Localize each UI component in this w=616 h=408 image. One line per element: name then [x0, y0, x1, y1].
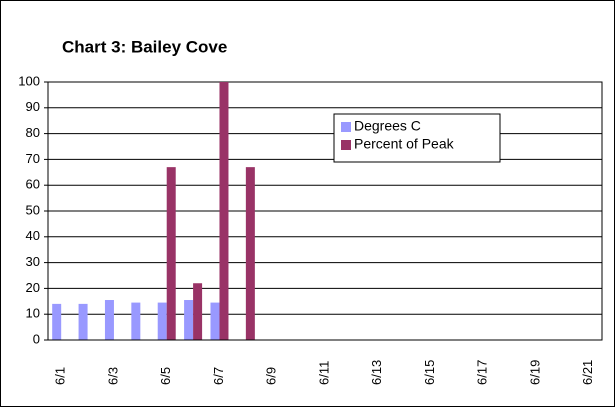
y-tick-label: 60: [26, 177, 40, 192]
x-tick-label: 6/13: [369, 360, 384, 385]
x-tick-label: 6/7: [211, 367, 226, 385]
y-tick-label: 90: [26, 99, 40, 114]
legend-swatch: [341, 122, 351, 132]
bar: [78, 303, 88, 340]
y-tick-label: 50: [26, 202, 40, 217]
bar: [104, 300, 114, 340]
bar: [131, 302, 141, 340]
x-tick-label: 6/9: [264, 367, 279, 385]
legend-label: Degrees C: [354, 118, 421, 134]
bar: [184, 300, 194, 340]
y-tick-label: 30: [26, 254, 40, 269]
bar: [219, 82, 229, 340]
y-tick-label: 0: [33, 331, 40, 346]
x-tick-label: 6/11: [316, 361, 331, 385]
y-tick-label: 100: [18, 73, 40, 88]
y-tick-label: 70: [26, 151, 40, 166]
legend-swatch: [341, 140, 351, 150]
bar: [52, 303, 62, 340]
y-tick-label: 40: [26, 228, 40, 243]
bar: [166, 167, 176, 340]
x-tick-label: 6/1: [53, 367, 68, 385]
x-tick-label: 6/21: [580, 360, 595, 385]
legend-box: [333, 113, 501, 163]
x-tick-label: 6/19: [527, 360, 542, 385]
x-tick-label: 6/15: [422, 360, 437, 385]
x-tick-label: 6/17: [475, 360, 490, 385]
y-tick-label: 80: [26, 125, 40, 140]
bar: [157, 302, 167, 340]
y-tick-label: 20: [26, 280, 40, 295]
bar: [245, 167, 255, 340]
y-tick-label: 10: [26, 306, 40, 321]
bar: [193, 283, 203, 340]
x-tick-label: 6/5: [158, 367, 173, 385]
legend-label: Percent of Peak: [354, 136, 455, 152]
chart-title: Chart 3: Bailey Cove: [62, 37, 227, 56]
bar: [210, 302, 220, 340]
x-tick-label: 6/3: [105, 367, 120, 385]
